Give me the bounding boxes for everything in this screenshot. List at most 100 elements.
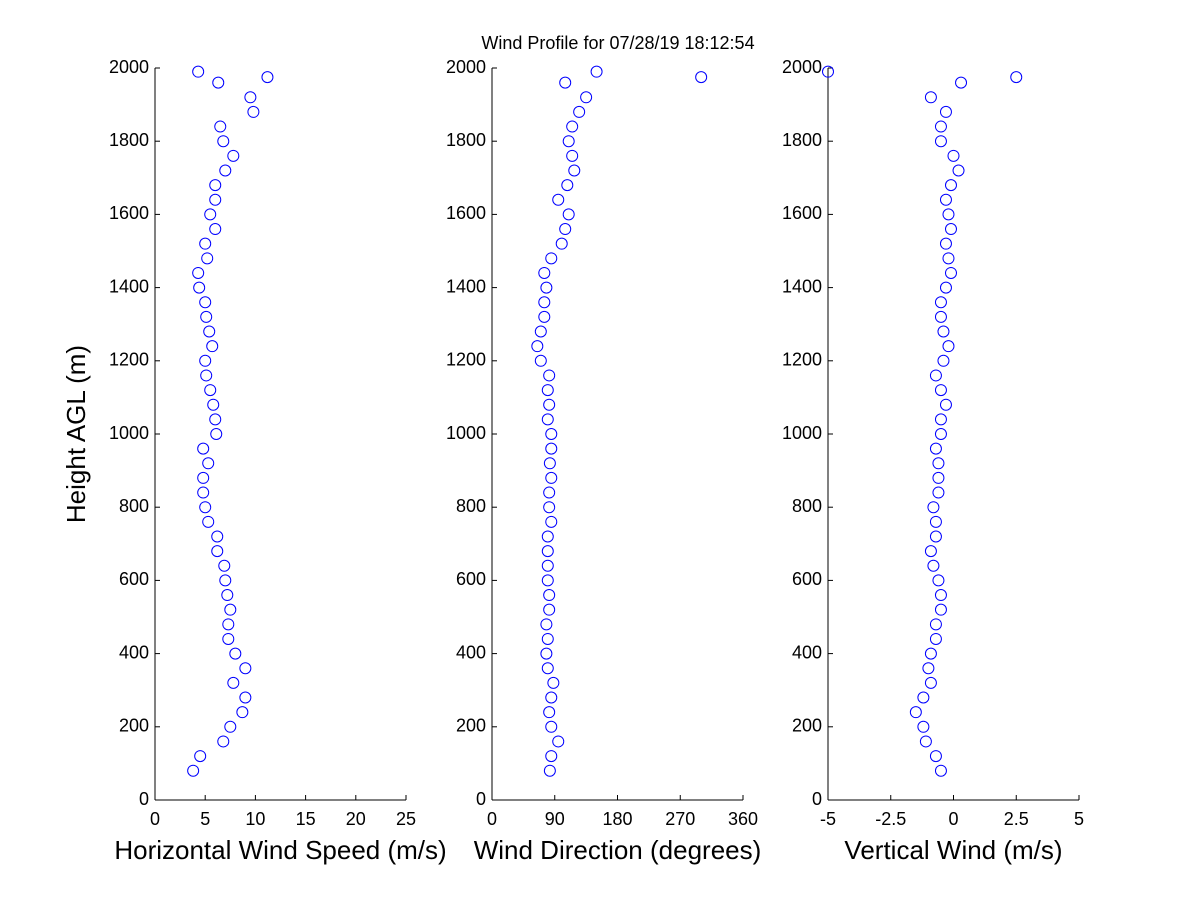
x-tick-label: -5: [820, 809, 836, 829]
point: [543, 603, 556, 616]
chart-title: Wind Profile for 07/28/19 18:12:54: [481, 33, 754, 53]
point: [236, 706, 249, 719]
point: [224, 720, 237, 733]
x-axis-label: Horizontal Wind Speed (m/s): [114, 835, 446, 865]
point: [934, 384, 947, 397]
point: [937, 325, 950, 338]
point: [929, 530, 942, 543]
y-tick-label: 200: [792, 716, 822, 736]
point: [199, 354, 212, 367]
point: [227, 149, 240, 162]
x-tick-label: 90: [545, 809, 565, 829]
point: [552, 735, 565, 748]
point: [541, 559, 554, 572]
point: [204, 208, 217, 221]
point: [543, 457, 556, 470]
point: [545, 428, 558, 440]
y-tick-label: 1400: [446, 276, 486, 296]
x-tick-label: 0: [150, 809, 160, 829]
point: [239, 691, 252, 704]
point: [545, 720, 558, 733]
point: [939, 237, 952, 250]
point: [545, 471, 558, 484]
point: [197, 486, 210, 499]
y-tick-label: 200: [119, 716, 149, 736]
point: [545, 252, 558, 265]
point: [203, 325, 216, 338]
point: [559, 223, 572, 236]
point: [942, 208, 955, 221]
point: [221, 589, 234, 602]
point: [929, 618, 942, 631]
point: [939, 281, 952, 294]
point: [199, 501, 212, 514]
point: [924, 647, 937, 660]
point: [541, 545, 554, 558]
y-tick-label: 0: [476, 789, 486, 809]
point: [540, 647, 553, 660]
point: [573, 105, 586, 118]
point: [541, 384, 554, 397]
x-tick-label: 20: [346, 809, 366, 829]
point: [944, 266, 957, 279]
point: [562, 135, 575, 148]
point: [545, 515, 558, 528]
point: [942, 340, 955, 353]
point: [559, 76, 572, 89]
point: [944, 223, 957, 236]
point: [194, 750, 207, 763]
y-tick-label: 1200: [782, 350, 822, 370]
point: [929, 442, 942, 455]
y-tick-label: 2000: [782, 57, 822, 77]
point: [229, 647, 242, 660]
point: [932, 471, 945, 484]
x-axis-label: Vertical Wind (m/s): [844, 835, 1062, 865]
point: [538, 310, 551, 323]
point: [239, 662, 252, 675]
y-tick-label: 1000: [446, 423, 486, 443]
point: [197, 471, 210, 484]
point: [580, 91, 593, 104]
point: [538, 266, 551, 279]
point: [218, 559, 231, 572]
point: [534, 325, 547, 338]
x-tick-label: 360: [728, 809, 758, 829]
x-tick-label: -2.5: [875, 809, 906, 829]
point: [934, 413, 947, 426]
point: [566, 149, 579, 162]
point: [924, 676, 937, 689]
point: [219, 574, 232, 587]
y-tick-label: 2000: [109, 57, 149, 77]
point: [545, 442, 558, 455]
point: [543, 398, 556, 411]
point: [192, 65, 205, 78]
point: [917, 691, 930, 704]
y-axis-label: Height AGL (m): [61, 345, 91, 523]
point: [227, 676, 240, 689]
x-tick-label: 0: [948, 809, 958, 829]
point: [192, 266, 205, 279]
point: [934, 310, 947, 323]
point: [939, 105, 952, 118]
point: [545, 691, 558, 704]
point: [209, 179, 222, 192]
point: [566, 120, 579, 133]
y-tick-label: 800: [456, 496, 486, 516]
point: [204, 384, 217, 397]
point: [538, 296, 551, 309]
y-tick-label: 1600: [446, 203, 486, 223]
point: [947, 149, 960, 162]
point: [909, 706, 922, 719]
x-axis-label: Wind Direction (degrees): [474, 835, 762, 865]
point: [199, 296, 212, 309]
y-tick-label: 1800: [782, 130, 822, 150]
point: [211, 530, 224, 543]
point: [217, 135, 230, 148]
point: [822, 65, 834, 78]
point: [543, 764, 556, 777]
point: [222, 632, 235, 645]
point: [217, 735, 230, 748]
point: [540, 618, 553, 631]
point: [212, 76, 225, 89]
